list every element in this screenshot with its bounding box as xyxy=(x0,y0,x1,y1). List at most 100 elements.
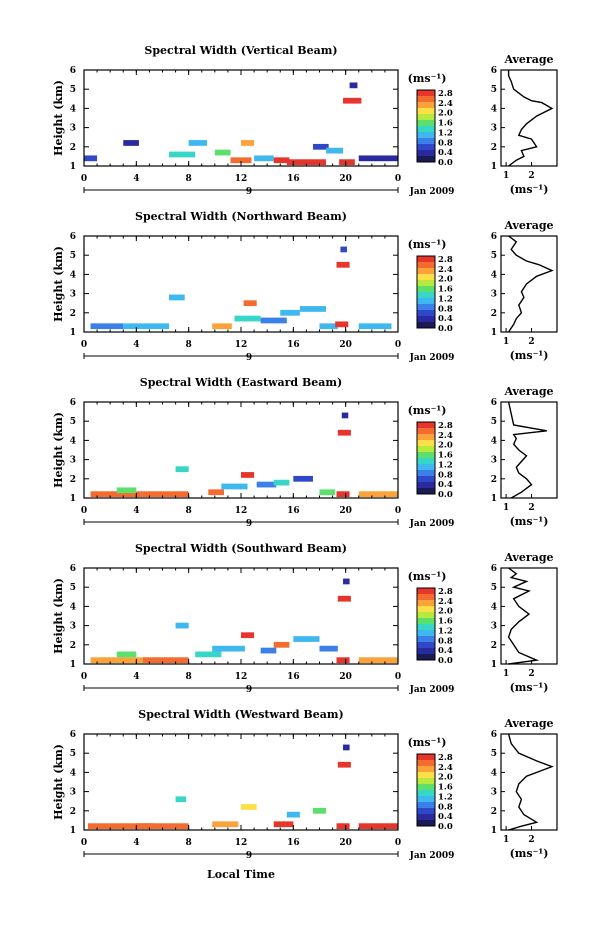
average-y-tick-label: 5 xyxy=(491,749,497,759)
heat-cell xyxy=(280,309,300,316)
heat-cell xyxy=(343,744,350,751)
colorbar-segment xyxy=(417,322,435,329)
x-tick-label: 4 xyxy=(133,672,139,682)
colorbar-tick-label: 2.8 xyxy=(438,753,453,763)
colorbar-tick-label: 0.8 xyxy=(438,802,453,812)
x-axis-label: Local Time xyxy=(207,868,275,881)
heat-cell xyxy=(212,323,232,330)
y-tick-label: 5 xyxy=(70,417,76,427)
x-tick-label: 0 xyxy=(81,340,87,350)
heat-cell xyxy=(358,491,398,498)
colorbar-segment xyxy=(417,120,435,127)
colorbar-tick-label: 2.4 xyxy=(438,265,453,275)
heat-cell xyxy=(319,323,338,330)
y-tick-label: 5 xyxy=(70,749,76,759)
average-y-tick-label: 4 xyxy=(491,104,497,114)
colorbar-frame xyxy=(416,587,436,661)
heat-cell xyxy=(116,487,137,494)
colorbar-unit: (ms⁻¹) xyxy=(408,404,447,417)
colorbar-tick-label: 2.0 xyxy=(438,441,453,451)
colorbar-tick-label: 1.2 xyxy=(438,460,453,470)
x-tick-label: 0 xyxy=(395,838,401,848)
colorbar-segment xyxy=(417,820,435,827)
average-unit-label: (ms⁻¹) xyxy=(510,515,549,528)
heat-cell xyxy=(241,804,257,810)
average-y-tick-label: 1 xyxy=(491,660,497,670)
heat-cell xyxy=(90,491,143,498)
x-tick-label: 8 xyxy=(186,340,192,350)
x-tick-label: 4 xyxy=(133,838,139,848)
colorbar-segment xyxy=(417,790,435,797)
x-tick-label: 0 xyxy=(81,838,87,848)
heat-cell xyxy=(343,97,362,104)
x-tick-label: 16 xyxy=(287,838,300,848)
average-y-tick-label: 3 xyxy=(491,124,497,134)
average-y-tick-label: 4 xyxy=(491,602,497,612)
x-tick-label: 4 xyxy=(133,174,139,184)
colorbar-segment xyxy=(417,814,435,821)
average-frame xyxy=(500,401,558,499)
average-x-tick-label: 1 xyxy=(503,503,509,513)
colorbar-segment xyxy=(417,808,435,815)
colorbar-segment xyxy=(417,90,435,97)
colorbar-segment xyxy=(417,286,435,293)
colorbar-tick-label: 2.0 xyxy=(438,109,453,119)
colorbar-tick-label: 2.4 xyxy=(438,597,453,607)
x-tick-label: 12 xyxy=(235,672,248,682)
heat-cell xyxy=(337,761,351,768)
average-y-tick-label: 4 xyxy=(491,436,497,446)
colorbar-tick-label: 0.4 xyxy=(438,646,453,656)
average-title: Average xyxy=(503,551,553,564)
y-tick-label: 4 xyxy=(70,768,76,778)
colorbar-segment xyxy=(417,446,435,453)
x-tick-label: 20 xyxy=(339,672,352,682)
average-y-tick-label: 2 xyxy=(491,475,497,485)
colorbar-segment xyxy=(417,96,435,103)
average-y-tick-label: 6 xyxy=(491,730,497,740)
colorbar-tick-label: 2.8 xyxy=(438,255,453,265)
x-tick-label: 8 xyxy=(186,174,192,184)
heat-cell xyxy=(337,429,351,436)
colorbar-frame xyxy=(416,255,436,329)
colorbar-segment xyxy=(417,108,435,115)
heat-cell xyxy=(214,149,231,156)
average-x-tick-label: 2 xyxy=(528,835,534,845)
colorbar-segment xyxy=(417,612,435,619)
y-tick-label: 1 xyxy=(70,826,76,836)
x-tick-label: 16 xyxy=(287,506,300,516)
average-y-tick-label: 6 xyxy=(491,232,497,242)
average-profile-line xyxy=(507,567,540,665)
colorbar-segment xyxy=(417,428,435,435)
heat-cell xyxy=(136,823,189,830)
average-unit-label: (ms⁻¹) xyxy=(510,681,549,694)
colorbar-tick-label: 0.4 xyxy=(438,314,453,324)
average-x-tick-label: 2 xyxy=(528,337,534,347)
y-tick-label: 1 xyxy=(70,162,76,172)
colorbar-tick-label: 0.0 xyxy=(438,158,453,168)
x-tick-label: 12 xyxy=(235,506,248,516)
panel-title: Spectral Width (Northward Beam) xyxy=(135,210,347,223)
average-unit-label: (ms⁻¹) xyxy=(510,847,549,860)
average-y-tick-label: 3 xyxy=(491,456,497,466)
date-label: Jan 2009 xyxy=(409,851,455,861)
colorbar-segment xyxy=(417,778,435,785)
heat-cell xyxy=(286,159,327,166)
y-tick-label: 2 xyxy=(70,475,76,485)
colorbar-tick-label: 0.8 xyxy=(438,470,453,480)
colorbar-segment xyxy=(417,766,435,773)
x-tick-label: 20 xyxy=(339,340,352,350)
colorbar-segment xyxy=(417,274,435,281)
average-x-tick-label: 1 xyxy=(503,669,509,679)
colorbar-segment xyxy=(417,464,435,471)
colorbar-unit: (ms⁻¹) xyxy=(408,736,447,749)
average-title: Average xyxy=(503,385,553,398)
colorbar-tick-label: 1.2 xyxy=(438,294,453,304)
x-tick-label: 12 xyxy=(235,174,248,184)
y-tick-label: 5 xyxy=(70,251,76,261)
colorbar-frame xyxy=(416,89,436,163)
heat-cell xyxy=(90,323,124,330)
colorbar-tick-label: 0.4 xyxy=(438,812,453,822)
average-x-tick-label: 1 xyxy=(503,835,509,845)
y-tick-label: 2 xyxy=(70,143,76,153)
